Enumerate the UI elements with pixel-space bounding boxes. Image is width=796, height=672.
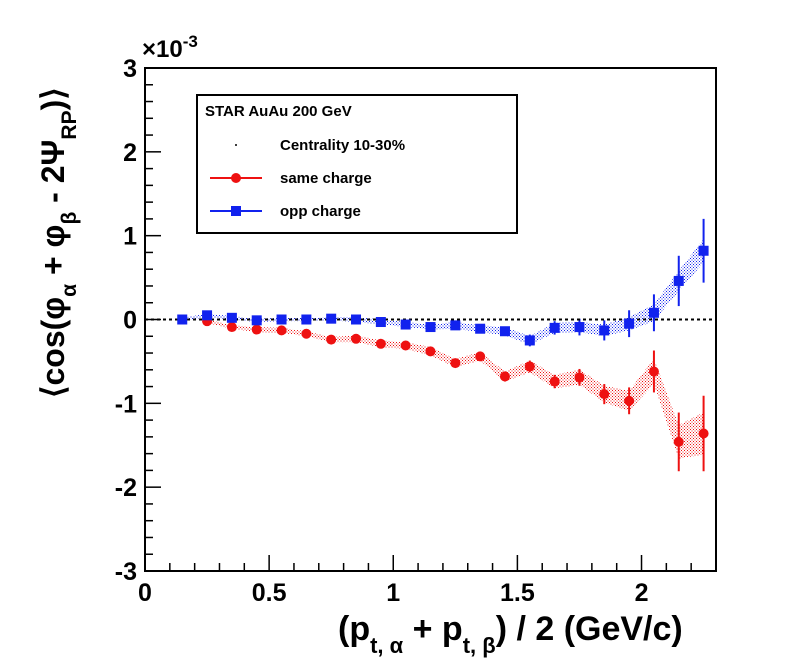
point-same-charge [673, 436, 684, 447]
point-opp-charge [475, 323, 486, 334]
point-same-charge [351, 333, 362, 344]
point-opp-charge [624, 318, 635, 329]
point-same-charge [549, 376, 560, 387]
point-opp-charge [549, 322, 560, 333]
point-opp-charge [375, 317, 386, 328]
point-same-charge [326, 334, 337, 345]
legend-entry-same-charge: same charge [210, 170, 372, 187]
y-axis-title: ⟨cos(φα + φβ - 2ΨRP)⟩ [35, 87, 81, 398]
x-tick-label: 1 [386, 579, 400, 607]
point-same-charge [375, 338, 386, 349]
data-markers [177, 245, 709, 447]
point-opp-charge [251, 315, 262, 326]
legend-label-centrality: Centrality 10-30% [280, 137, 405, 154]
band-opp-charge [182, 239, 704, 345]
y-tick-label: -1 [115, 390, 137, 418]
legend-label-same-charge: same charge [280, 170, 372, 187]
y-tick-label: 2 [123, 139, 137, 167]
point-same-charge [226, 322, 237, 333]
y-tick-label: 3 [123, 55, 137, 83]
point-same-charge [251, 324, 262, 335]
legend-marker-same-charge [231, 173, 241, 183]
point-same-charge [425, 346, 436, 357]
x-axis-title: (pt, α + pt, β) / 2 (GeV/c) [338, 610, 683, 658]
point-same-charge [276, 325, 287, 336]
legend-marker-centrality [235, 144, 237, 146]
legend-entry-centrality: Centrality 10-30% [235, 137, 405, 154]
point-opp-charge [177, 314, 188, 325]
point-same-charge [624, 395, 635, 406]
point-opp-charge [499, 326, 510, 337]
point-opp-charge [400, 319, 411, 330]
point-opp-charge [450, 320, 461, 331]
x-tick-label: 1.5 [500, 579, 535, 607]
point-same-charge [698, 428, 709, 439]
point-opp-charge [301, 314, 312, 325]
point-opp-charge [351, 314, 362, 325]
point-opp-charge [276, 314, 287, 325]
point-same-charge [450, 358, 461, 369]
legend-marker-opp-charge [231, 206, 241, 216]
y-tick-label: -2 [115, 474, 137, 502]
x-tick-label: 0.5 [252, 579, 287, 607]
point-same-charge [400, 340, 411, 351]
point-opp-charge [673, 275, 684, 286]
point-same-charge [599, 389, 610, 400]
point-same-charge [648, 366, 659, 377]
tick-labels: 0 0.5 1 1.5 2 -3 -2 -1 0 1 2 3 [115, 55, 649, 607]
y-tick-label: 0 [123, 307, 137, 335]
point-opp-charge [326, 313, 337, 324]
y-exponent-label: ×10-3 [142, 32, 198, 63]
point-opp-charge [425, 322, 436, 333]
legend-label-opp-charge: opp charge [280, 203, 361, 220]
point-same-charge [574, 372, 585, 383]
legend: STAR AuAu 200 GeV Centrality 10-30% same… [196, 94, 518, 234]
y-tick-label: -3 [115, 558, 137, 586]
point-opp-charge [202, 310, 213, 321]
point-opp-charge [599, 325, 610, 336]
error-bars [181, 218, 705, 472]
x-tick-label: 0 [138, 579, 152, 607]
point-same-charge [475, 351, 486, 362]
point-opp-charge [524, 335, 535, 346]
point-same-charge [499, 371, 510, 382]
point-opp-charge [648, 307, 659, 318]
legend-entry-opp-charge: opp charge [210, 203, 361, 220]
point-same-charge [301, 328, 312, 339]
axis-ticks [144, 67, 717, 572]
x-tick-label: 2 [635, 579, 649, 607]
y-tick-label: 1 [123, 223, 137, 251]
point-same-charge [524, 361, 535, 372]
systematic-bands [182, 239, 704, 459]
point-opp-charge [574, 322, 585, 333]
point-opp-charge [698, 245, 709, 256]
point-opp-charge [226, 312, 237, 323]
legend-header: STAR AuAu 200 GeV [205, 103, 352, 120]
